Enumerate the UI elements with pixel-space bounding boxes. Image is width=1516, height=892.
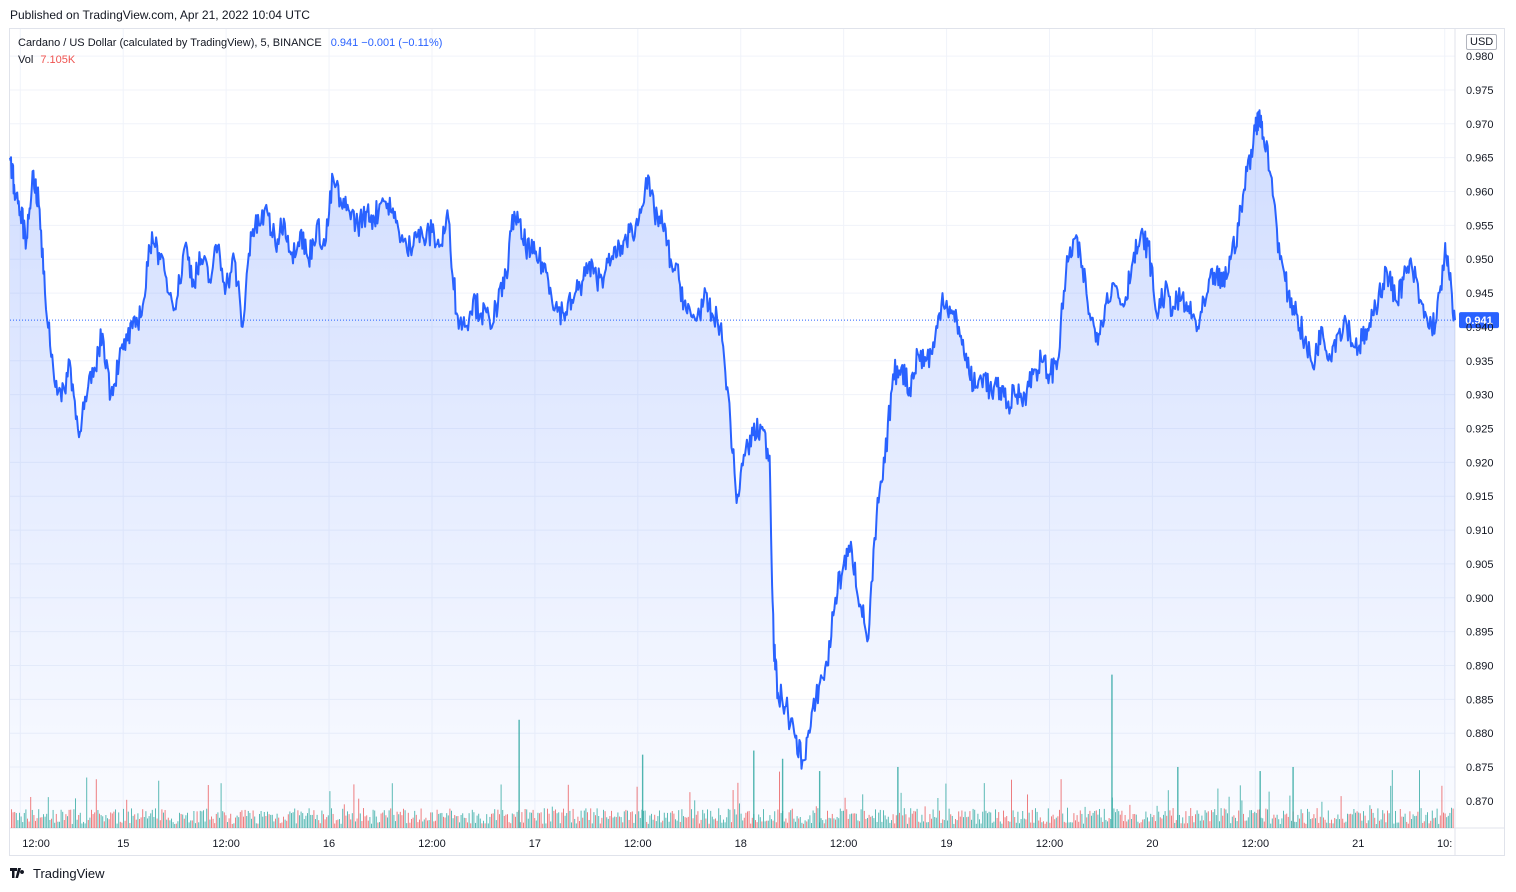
y-tick-label: 0.880 [1466, 728, 1494, 740]
x-tick-label: 20 [1146, 838, 1158, 850]
x-tick-label: 12:00 [830, 838, 858, 850]
x-tick-label: 12:00 [1242, 838, 1270, 850]
x-tick-label: 12:00 [624, 838, 652, 850]
x-tick-label: 12:00 [22, 838, 50, 850]
brand-name: TradingView [33, 866, 105, 881]
y-tick-label: 0.930 [1466, 390, 1494, 402]
y-tick-label: 0.905 [1466, 559, 1494, 571]
y-tick-label: 0.960 [1466, 187, 1494, 199]
time-axis: 12:00 15 12:00 16 12:00 17 12:00 18 12:00 19 12:00… [22, 838, 1452, 850]
symbol-title[interactable]: Cardano / US Dollar (calculated by Tradi… [18, 37, 322, 49]
y-tick-label: 0.940 [1466, 322, 1494, 334]
last-price-line: 0.941 [10, 312, 1499, 329]
y-tick-label: 0.895 [1466, 627, 1494, 639]
y-tick-label: 0.890 [1466, 660, 1494, 672]
chart-frame [9, 28, 1505, 856]
price-line [9, 109, 1456, 770]
currency-button[interactable]: USD [1466, 34, 1498, 50]
y-tick-label: 0.915 [1466, 491, 1494, 503]
y-tick-label: 0.935 [1466, 356, 1494, 368]
x-tick-label: 12:00 [418, 838, 446, 850]
y-tick-label: 0.955 [1466, 220, 1494, 232]
x-tick-label: 16 [323, 838, 335, 850]
published-caption: Published on TradingView.com, Apr 21, 20… [10, 8, 310, 22]
y-tick-label: 0.945 [1466, 288, 1494, 300]
y-tick-label: 0.965 [1466, 153, 1494, 165]
y-tick-label: 0.950 [1466, 254, 1494, 266]
tradingview-brand[interactable]: TradingView [10, 866, 105, 881]
x-tick-label: 10: [1437, 838, 1452, 850]
y-tick-label: 0.900 [1466, 593, 1494, 605]
last-price-label: 0.941 [1465, 315, 1493, 327]
x-tick-label: 19 [940, 838, 952, 850]
y-tick-label: 0.925 [1466, 424, 1494, 436]
tradingview-logo-icon [10, 867, 25, 878]
y-tick-label: 0.870 [1466, 796, 1494, 808]
last-price-tag [1459, 312, 1499, 329]
x-tick-label: 12:00 [1036, 838, 1064, 850]
y-tick-label: 0.910 [1466, 525, 1494, 537]
x-tick-label: 12:00 [212, 838, 240, 850]
price-area-fill [10, 110, 1455, 829]
x-tick-label: 15 [117, 838, 129, 850]
y-tick-label: 0.970 [1466, 119, 1494, 131]
y-tick-label: 0.975 [1466, 85, 1494, 97]
y-tick-label: 0.875 [1466, 762, 1494, 774]
price-area [9, 109, 1456, 829]
y-tick-label: 0.980 [1466, 51, 1494, 63]
price-axis: 0.980 0.975 0.970 0.965 0.960 0.955 0.950 0.945… [1466, 51, 1494, 808]
volume-value: 7.105K [40, 54, 76, 66]
volume-label[interactable]: Vol [18, 54, 34, 66]
chart-legend: Cardano / US Dollar (calculated by Tradi… [18, 35, 442, 69]
x-tick-label: 17 [529, 838, 541, 850]
x-tick-label: 18 [735, 838, 747, 850]
y-tick-label: 0.920 [1466, 457, 1494, 469]
last-value-readout: 0.941 −0.001 (−0.11%) [330, 37, 443, 49]
y-tick-label: 0.885 [1466, 694, 1494, 706]
x-tick-label: 21 [1352, 838, 1364, 850]
